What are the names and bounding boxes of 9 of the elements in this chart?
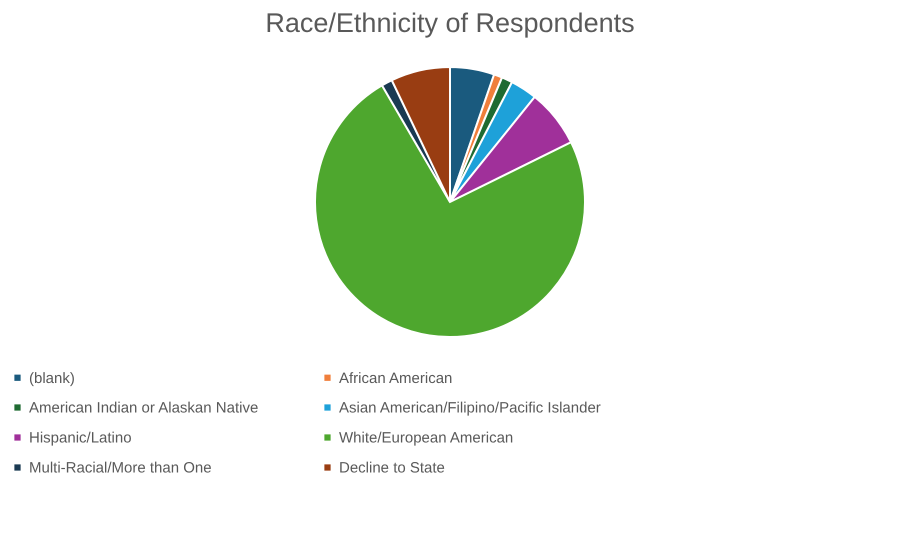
legend-label: Decline to State (339, 460, 445, 476)
legend-label: White/European American (339, 430, 514, 446)
legend-label: Asian American/Filipino/Pacific Islander (339, 400, 601, 416)
legend-label: (blank) (29, 370, 75, 387)
legend-label: American Indian or Alaskan Native (29, 400, 258, 416)
legend-label: Multi-Racial/More than One (29, 460, 212, 476)
legend-label: African American (339, 370, 452, 387)
legend-label: Hispanic/Latino (29, 430, 132, 446)
chart-title: Race/Ethnicity of Respondents (265, 8, 635, 38)
